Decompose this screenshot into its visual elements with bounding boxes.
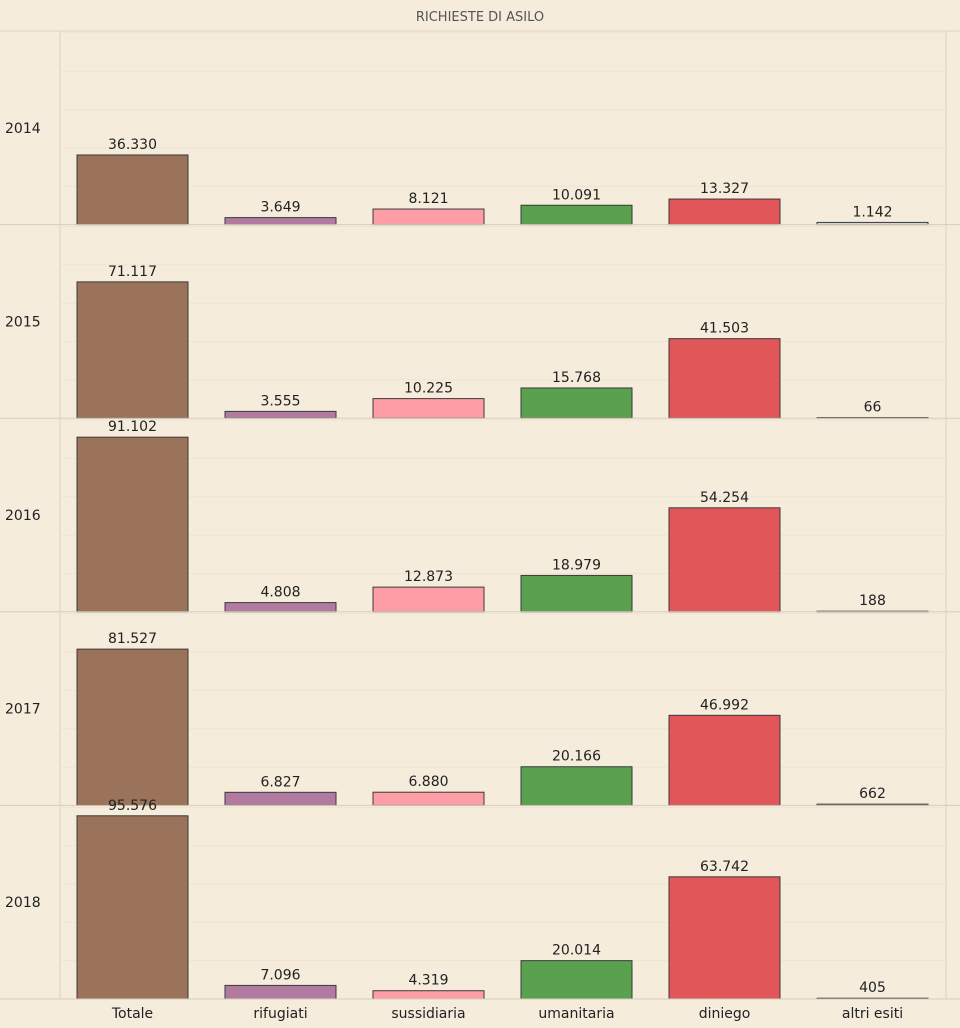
bar-2015-rifugiati — [224, 410, 337, 419]
bar-2014-sussidiaria — [372, 208, 485, 226]
bar-2015-sussidiaria — [372, 398, 485, 419]
data-label-2015-sussidiaria: 10.225 — [404, 381, 453, 397]
data-label-2016-umanitaria: 18.979 — [552, 557, 601, 573]
data-label-2016-altri-esiti: 188 — [859, 593, 886, 609]
data-label-2015-diniego: 41.503 — [700, 321, 749, 337]
row-label-2014: 2014 — [5, 121, 41, 137]
bar-2016-diniego — [668, 507, 781, 613]
panel-2017: 2017 81.527 6.827 6.880 20.166 46.992 662 — [0, 613, 960, 806]
panel-2016: 2016 91.102 4.808 12.873 18.979 54.254 188 — [0, 419, 960, 613]
bar-2017-rifugiati — [224, 791, 337, 806]
data-label-2018-rifugiati: 7.096 — [260, 967, 300, 983]
data-label-2014-altri-esiti: 1.142 — [852, 204, 892, 220]
data-label-2015-rifugiati: 3.555 — [260, 393, 300, 409]
data-label-2014-umanitaria: 10.091 — [552, 187, 601, 203]
data-label-2014-sussidiaria: 8.121 — [408, 191, 448, 207]
data-label-2015-umanitaria: 15.768 — [552, 370, 601, 386]
row-label-2018: 2018 — [5, 895, 41, 911]
data-label-2015-altri-esiti: 66 — [864, 400, 882, 416]
data-label-2016-Totale: 91.102 — [108, 419, 157, 435]
bar-2017-umanitaria — [520, 766, 633, 806]
bar-2018-umanitaria — [520, 960, 633, 1000]
bar-2018-rifugiati — [224, 984, 337, 1000]
data-label-2014-diniego: 13.327 — [700, 181, 749, 197]
data-label-2017-Totale: 81.527 — [108, 631, 157, 647]
data-label-2016-diniego: 54.254 — [700, 490, 749, 506]
panel-2018: 2018 95.576 7.096 4.319 20.014 63.742 405 — [0, 798, 960, 1000]
bar-2017-diniego — [668, 714, 781, 806]
bar-2018-diniego — [668, 876, 781, 1000]
data-label-2017-umanitaria: 20.166 — [552, 749, 601, 765]
x-tick-label-umanitaria: umanitaria — [538, 1006, 614, 1022]
row-label-2015: 2015 — [5, 314, 41, 330]
bar-2015-umanitaria — [520, 387, 633, 419]
data-label-2017-rifugiati: 6.827 — [260, 774, 300, 790]
data-label-2016-rifugiati: 4.808 — [260, 585, 300, 601]
data-label-2017-sussidiaria: 6.880 — [408, 774, 448, 790]
data-label-2014-rifugiati: 3.649 — [260, 200, 300, 216]
data-label-2018-umanitaria: 20.014 — [552, 943, 601, 959]
data-label-2018-sussidiaria: 4.319 — [408, 973, 448, 989]
bar-2016-Totale — [76, 436, 189, 613]
bar-2014-Totale — [76, 154, 189, 226]
row-label-2016: 2016 — [5, 508, 41, 524]
data-label-2018-diniego: 63.742 — [700, 859, 749, 875]
bar-2016-sussidiaria — [372, 586, 485, 613]
bar-2018-sussidiaria — [372, 990, 485, 1000]
data-label-2017-diniego: 46.992 — [700, 697, 749, 713]
row-label-2017: 2017 — [5, 702, 41, 718]
bar-2018-Totale — [76, 815, 189, 1000]
x-tick-label-Totale: Totale — [111, 1006, 153, 1022]
bar-2016-rifugiati — [224, 602, 337, 613]
data-label-2018-altri-esiti: 405 — [859, 980, 886, 996]
data-label-2014-Totale: 36.330 — [108, 137, 157, 153]
bar-2015-Totale — [76, 281, 189, 419]
bar-2015-diniego — [668, 338, 781, 419]
bar-2014-umanitaria — [520, 204, 633, 226]
bar-2016-umanitaria — [520, 574, 633, 613]
data-label-2016-sussidiaria: 12.873 — [404, 569, 453, 585]
bar-2017-sussidiaria — [372, 791, 485, 806]
bar-2014-rifugiati — [224, 217, 337, 226]
data-label-2017-altri-esiti: 662 — [859, 786, 886, 802]
bar-2017-Totale — [76, 648, 189, 806]
bar-2014-diniego — [668, 198, 781, 226]
chart-title: RICHIESTE DI ASILO — [416, 10, 544, 25]
panel-2015: 2015 71.117 3.555 10.225 15.768 41.503 66 — [0, 226, 960, 419]
x-tick-label-rifugiati: rifugiati — [253, 1006, 307, 1022]
panel-2014: 2014 36.330 3.649 8.121 10.091 13.327 1.142 — [0, 32, 960, 226]
x-tick-label-altri-esiti: altri esiti — [842, 1006, 903, 1022]
data-label-2018-Totale: 95.576 — [108, 798, 157, 814]
x-tick-label-sussidiaria: sussidiaria — [391, 1006, 465, 1022]
data-label-2015-Totale: 71.117 — [108, 264, 157, 280]
x-tick-label-diniego: diniego — [699, 1006, 751, 1022]
